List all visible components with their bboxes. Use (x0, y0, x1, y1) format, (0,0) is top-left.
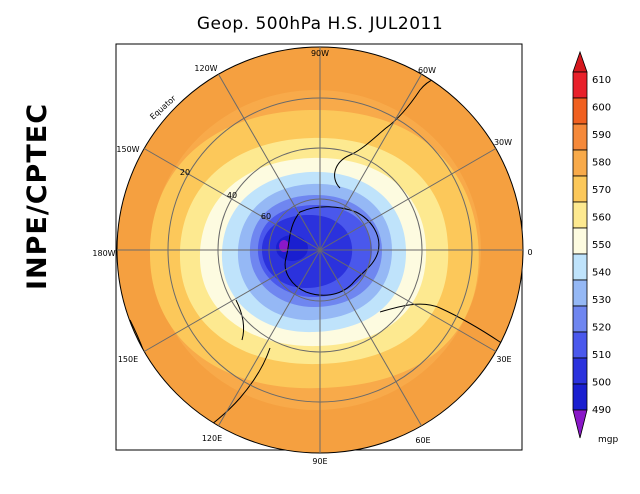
meridian-label-60w: 60W (418, 66, 436, 75)
meridian-label-90w: 90W (311, 49, 329, 58)
colorbar-cell (572, 71, 588, 99)
meridian-label-150e: 150E (118, 355, 138, 364)
meridian-label-120w: 120W (194, 64, 217, 73)
colorbar-cells (572, 71, 588, 411)
latitude-label-60: 60 (261, 212, 271, 221)
colorbar-level-label: 490 (592, 405, 611, 416)
colorbar-level-label: 590 (592, 130, 611, 141)
meridian-label-0: 0 (527, 248, 532, 257)
colorbar-cell (572, 357, 588, 385)
colorbar-cell (572, 305, 588, 333)
meridian-label-120e: 120E (202, 434, 222, 443)
colorbar: 610600590580570560550540530520510500490 … (572, 50, 618, 445)
colorbar-cell (572, 331, 588, 359)
new-zealand-coast (235, 299, 245, 341)
colorbar-level-label: 520 (592, 323, 611, 334)
colorbar-level-label: 510 (592, 350, 611, 361)
colorbar-cell (572, 97, 588, 125)
colorbar-level-label: 500 (592, 378, 611, 389)
map-title: Geop. 500hPa H.S. JUL2011 (196, 14, 444, 34)
meridians (117, 47, 523, 453)
colorbar-cell (572, 253, 588, 281)
meridian-label-30e: 30E (496, 355, 511, 364)
antarctica-coast (284, 206, 380, 296)
colorbar-cell (572, 123, 588, 151)
meridian-label-60e: 60E (415, 436, 430, 445)
meridian-label-150w: 150W (116, 145, 139, 154)
colorbar-cell (572, 227, 588, 255)
colorbar-level-label: 540 (592, 268, 611, 279)
meridian-label-90e: 90E (312, 457, 327, 466)
colorbar-cell (572, 149, 588, 177)
colorbar-cell (572, 279, 588, 307)
colorbar-level-label: 600 (592, 103, 611, 114)
colorbar-bottom-triangle (572, 409, 588, 439)
latitude-label-20: 20 (180, 168, 190, 177)
meridian-labels: 90W 60W 30W 0 30E 60E 90E 120E 150E 180W… (92, 49, 532, 466)
colorbar-cell (572, 383, 588, 411)
meridian-label-180w: 180W (92, 249, 115, 258)
colorbar-top-triangle (572, 50, 588, 73)
colorbar-cell (572, 201, 588, 229)
colorbar-level-label: 610 (592, 75, 611, 86)
colorbar-unit: mgp (598, 435, 618, 445)
colorbar-level-label: 580 (592, 158, 611, 169)
colorbar-labels: 610 600 590 580 570 560 550 540 530 520 510 500 490 (592, 75, 611, 416)
colorbar-level-label: 560 (592, 213, 611, 224)
colorbar-level-label: 550 (592, 240, 611, 251)
latitude-label-40: 40 (227, 191, 237, 200)
meridian-label-30w: 30W (494, 138, 512, 147)
colorbar-level-label: 570 (592, 185, 611, 196)
band-below-490 (279, 240, 289, 252)
colorbar-level-label: 530 (592, 295, 611, 306)
colorbar-cell (572, 175, 588, 203)
graticule (116, 46, 524, 454)
